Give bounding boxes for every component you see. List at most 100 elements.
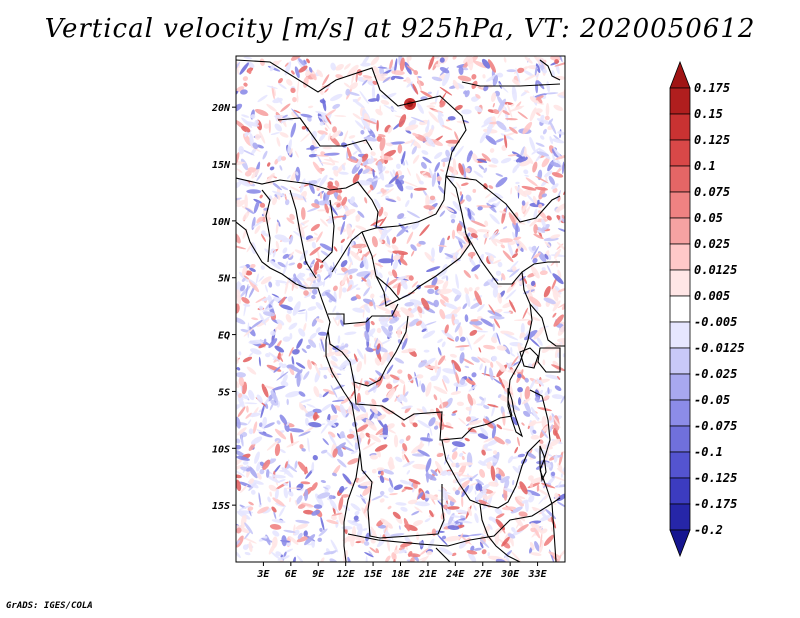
descent-streak: [511, 527, 516, 533]
ascent-streak: [363, 353, 367, 365]
ascent-streak: [428, 210, 434, 216]
ascent-streak: [533, 224, 538, 234]
ascent-streak: [414, 506, 423, 513]
descent-streak: [551, 138, 565, 144]
ascent-streak: [470, 319, 479, 322]
ascent-streak: [420, 90, 433, 98]
ascent-streak: [514, 319, 530, 321]
ascent-streak: [338, 511, 345, 525]
descent-streak: [497, 394, 502, 398]
ascent-streak: [236, 458, 243, 467]
descent-streak: [316, 273, 322, 283]
descent-streak: [411, 220, 420, 230]
descent-streak: [288, 192, 305, 199]
ascent-streak: [454, 131, 459, 142]
descent-streak: [475, 489, 487, 501]
descent-streak: [516, 162, 520, 169]
descent-streak: [282, 114, 288, 119]
descent-streak: [308, 153, 318, 158]
colorbar-swatch: [669, 477, 691, 505]
grads-credit: GrADS: IGES/COLA: [6, 601, 93, 611]
ascent-streak: [327, 431, 336, 438]
ascent-streak: [511, 282, 515, 287]
ascent-streak: [467, 427, 477, 434]
descent-streak: [536, 151, 550, 157]
ascent-streak: [236, 245, 247, 250]
ascent-streak: [521, 422, 525, 426]
descent-streak: [283, 529, 296, 533]
ascent-streak: [278, 296, 286, 306]
descent-streak: [500, 133, 514, 141]
ascent-streak: [269, 524, 282, 530]
ascent-streak: [424, 284, 437, 289]
descent-streak: [238, 505, 252, 511]
descent-streak: [317, 537, 322, 543]
ascent-streak: [481, 549, 487, 555]
descent-streak: [330, 384, 338, 398]
ascent-streak: [457, 480, 470, 491]
ascent-streak: [401, 348, 417, 354]
descent-streak: [379, 475, 385, 483]
descent-streak: [283, 551, 287, 557]
ascent-streak: [550, 56, 562, 61]
descent-streak: [325, 419, 337, 427]
descent-streak: [238, 481, 253, 488]
border-line: [361, 231, 471, 307]
ascent-streak: [344, 536, 350, 544]
descent-streak: [483, 167, 488, 173]
ascent-streak: [333, 169, 339, 177]
ascent-streak: [370, 56, 380, 66]
ascent-streak: [369, 547, 377, 554]
descent-streak: [272, 97, 283, 104]
ascent-streak: [370, 293, 375, 299]
descent-streak: [454, 251, 458, 259]
ascent-streak: [465, 378, 476, 386]
ascent-streak: [358, 378, 363, 392]
ascent-streak: [514, 446, 519, 454]
descent-streak: [536, 378, 544, 387]
descent-streak: [258, 275, 265, 282]
ascent-streak: [277, 323, 283, 330]
descent-streak: [278, 507, 285, 517]
ascent-streak: [458, 462, 473, 466]
descent-streak: [388, 487, 394, 493]
ascent-streak: [479, 468, 486, 478]
ascent-streak: [365, 432, 371, 438]
ascent-streak: [416, 320, 422, 326]
descent-streak: [529, 379, 536, 390]
descent-streak: [244, 131, 248, 137]
ascent-streak: [243, 82, 248, 87]
border-line: [236, 177, 379, 229]
ascent-streak: [333, 246, 338, 252]
ascent-streak: [517, 436, 520, 447]
ascent-streak: [530, 265, 540, 279]
ascent-streak: [546, 215, 552, 221]
border-line: [327, 315, 409, 387]
ascent-streak: [251, 168, 260, 179]
ascent-streak: [439, 86, 453, 96]
ascent-streak: [356, 424, 369, 433]
ascent-streak: [411, 281, 419, 288]
descent-streak: [244, 551, 251, 556]
descent-streak: [269, 64, 275, 72]
descent-streak: [373, 337, 378, 348]
descent-streak: [531, 245, 540, 260]
ascent-streak: [251, 317, 259, 321]
descent-streak: [427, 538, 435, 550]
descent-streak: [441, 341, 446, 348]
ascent-streak: [463, 270, 471, 278]
descent-streak: [553, 454, 558, 463]
ascent-streak: [252, 421, 258, 434]
ascent-streak: [413, 520, 424, 526]
ascent-streak: [429, 138, 443, 147]
ascent-streak: [442, 125, 453, 131]
ascent-streak: [306, 237, 319, 242]
ascent-streak: [405, 435, 411, 441]
ascent-streak: [499, 210, 507, 214]
descent-streak: [245, 207, 255, 215]
ascent-streak: [491, 92, 497, 103]
descent-streak: [280, 185, 289, 191]
ascent-streak: [560, 321, 565, 328]
descent-streak: [315, 493, 324, 507]
descent-streak: [284, 199, 290, 206]
